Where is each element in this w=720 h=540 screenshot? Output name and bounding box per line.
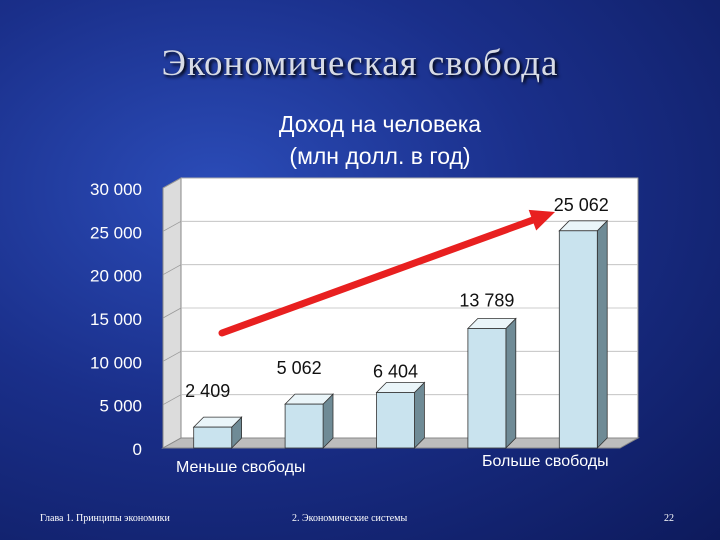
chart-subtitle-line: (млн долл. в год)	[289, 143, 471, 169]
bar-side	[414, 381, 425, 449]
footer-section: 2. Экономические системы	[292, 513, 408, 524]
gridline-depth	[162, 350, 182, 362]
bar-side	[596, 219, 608, 449]
more-freedom-label: Больше свободы	[482, 453, 609, 470]
less-freedom-label: Меньше свободы	[176, 459, 306, 476]
bar-value-label: 2 409	[185, 381, 230, 401]
bar-side	[505, 317, 517, 449]
y-tick-label: 10 000	[90, 353, 142, 372]
gridline-depth	[162, 394, 182, 406]
page-number: 22	[664, 513, 674, 524]
y-tick-label: 5 000	[99, 397, 142, 416]
footer-chapter: Глава 1. Принципы экономики	[40, 513, 170, 524]
bar-value-label: 5 062	[277, 358, 322, 378]
bar	[193, 426, 233, 449]
chart-title: Доход на человека (млн долл. в год)	[160, 108, 600, 172]
y-tick-label: 20 000	[90, 267, 142, 286]
trend-arrow-head	[528, 209, 555, 231]
y-tick-label: 15 000	[90, 310, 142, 329]
bar-value-label: 6 404	[373, 361, 418, 381]
bar	[284, 403, 324, 449]
gridline-depth	[162, 307, 182, 319]
chart-title-line: Доход на человека	[278, 111, 482, 137]
gridline-depth	[162, 264, 182, 276]
gridline-depth	[162, 177, 182, 189]
y-tick-label: 0	[133, 440, 142, 459]
gridline-depth	[162, 220, 182, 232]
y-tick-label: 30 000	[90, 180, 142, 199]
bar-value-label: 13 789	[459, 290, 514, 310]
bar	[467, 328, 507, 449]
trend-arrow-shaft	[218, 216, 536, 337]
bar	[558, 230, 598, 449]
bar-value-label: 25 062	[554, 195, 609, 215]
slide-title: Экономическая свобода	[161, 43, 559, 84]
bar	[376, 392, 415, 449]
y-tick-label: 25 000	[90, 223, 142, 242]
